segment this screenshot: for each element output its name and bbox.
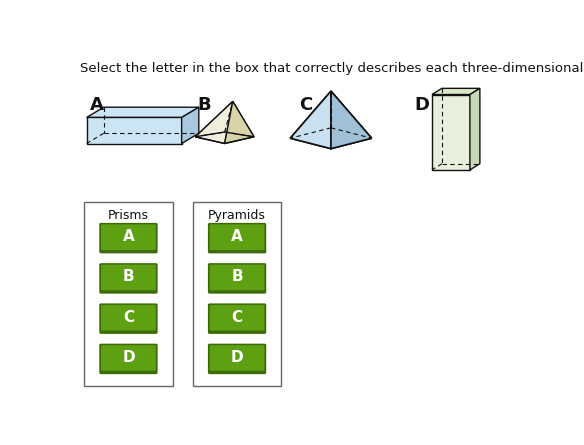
Text: D: D xyxy=(231,350,244,365)
FancyBboxPatch shape xyxy=(101,224,156,250)
FancyBboxPatch shape xyxy=(208,303,266,334)
Text: D: D xyxy=(122,350,135,365)
Bar xyxy=(193,202,281,386)
Text: B: B xyxy=(123,269,134,284)
Polygon shape xyxy=(86,117,182,144)
Polygon shape xyxy=(331,91,371,138)
FancyBboxPatch shape xyxy=(99,303,158,334)
Text: Pyramids: Pyramids xyxy=(208,209,266,222)
FancyBboxPatch shape xyxy=(208,344,266,374)
Text: A: A xyxy=(231,229,243,244)
Polygon shape xyxy=(86,107,199,117)
Polygon shape xyxy=(331,91,371,149)
FancyBboxPatch shape xyxy=(210,305,265,331)
Bar xyxy=(84,202,173,386)
Text: C: C xyxy=(299,96,312,114)
Polygon shape xyxy=(225,101,254,137)
Text: C: C xyxy=(123,310,134,324)
Text: Prisms: Prisms xyxy=(108,209,149,222)
FancyBboxPatch shape xyxy=(210,345,265,371)
Polygon shape xyxy=(182,107,199,144)
Text: D: D xyxy=(415,96,430,114)
FancyBboxPatch shape xyxy=(208,223,266,253)
Text: A: A xyxy=(90,96,104,114)
FancyBboxPatch shape xyxy=(101,305,156,331)
Polygon shape xyxy=(195,101,233,144)
Polygon shape xyxy=(470,89,480,170)
FancyBboxPatch shape xyxy=(101,345,156,371)
FancyBboxPatch shape xyxy=(101,265,156,290)
Polygon shape xyxy=(432,89,480,94)
Text: Select the letter in the box that correctly describes each three-dimensional fig: Select the letter in the box that correc… xyxy=(80,62,584,75)
Polygon shape xyxy=(432,94,470,170)
FancyBboxPatch shape xyxy=(208,263,266,294)
Polygon shape xyxy=(290,91,331,138)
Text: B: B xyxy=(231,269,243,284)
FancyBboxPatch shape xyxy=(99,344,158,374)
FancyBboxPatch shape xyxy=(99,223,158,253)
Text: A: A xyxy=(123,229,134,244)
Polygon shape xyxy=(290,128,371,149)
FancyBboxPatch shape xyxy=(210,265,265,290)
Polygon shape xyxy=(195,101,233,137)
FancyBboxPatch shape xyxy=(210,224,265,250)
Polygon shape xyxy=(225,101,254,144)
Polygon shape xyxy=(290,91,331,149)
Text: C: C xyxy=(231,310,242,324)
FancyBboxPatch shape xyxy=(99,263,158,294)
Text: B: B xyxy=(197,96,211,114)
